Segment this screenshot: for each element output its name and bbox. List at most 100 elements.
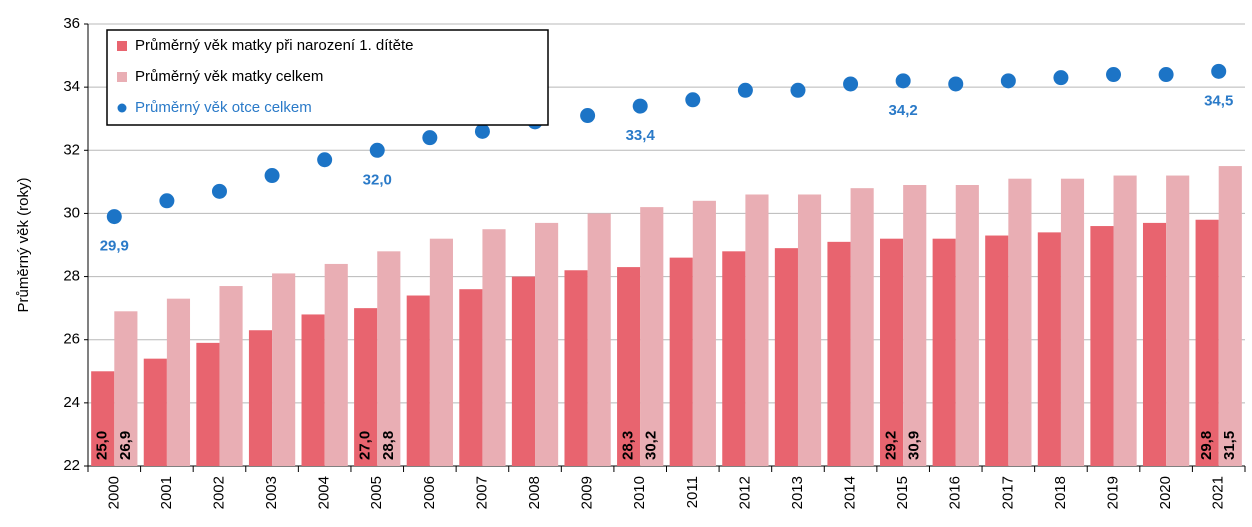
- point: [948, 76, 964, 92]
- bar: [429, 238, 453, 466]
- bar: [248, 330, 273, 466]
- point: [422, 130, 438, 146]
- bar: [143, 358, 167, 466]
- bar-value-label: 28,3: [620, 431, 637, 460]
- y-axis-label: Průměrný věk (roky): [15, 177, 32, 312]
- bar: [955, 185, 979, 466]
- bar: [166, 298, 191, 466]
- x-tick-label: 2008: [526, 476, 543, 509]
- bar: [1060, 178, 1085, 466]
- bar: [354, 308, 378, 466]
- bar: [272, 273, 296, 466]
- bar: [617, 267, 641, 466]
- bar: [722, 251, 746, 466]
- bar: [985, 235, 1009, 466]
- bar: [406, 295, 430, 466]
- bar: [1090, 226, 1114, 466]
- point-value-label: 32,0: [363, 171, 392, 188]
- bar: [745, 194, 769, 466]
- y-tick-label: 24: [63, 394, 80, 411]
- x-tick-label: 2007: [473, 476, 490, 509]
- bar-value-label: 26,9: [117, 431, 134, 460]
- bar: [587, 213, 611, 466]
- bar-value-label: 30,9: [906, 431, 923, 460]
- point: [685, 92, 701, 108]
- point: [1000, 73, 1016, 89]
- x-tick-label: 2016: [947, 476, 964, 509]
- x-tick-label: 2012: [736, 476, 753, 509]
- point: [843, 76, 859, 92]
- y-tick-label: 26: [63, 331, 80, 348]
- bar: [535, 222, 559, 466]
- point-value-label: 34,5: [1204, 92, 1233, 109]
- legend-label: Průměrný věk matky při narození 1. dítět…: [135, 37, 413, 54]
- x-tick-label: 2002: [210, 476, 227, 509]
- x-tick-label: 2017: [999, 476, 1016, 509]
- x-tick-label: 2001: [158, 476, 175, 509]
- point-value-label: 29,9: [100, 238, 129, 255]
- bar: [482, 229, 506, 466]
- bar: [669, 257, 693, 466]
- bar: [850, 188, 874, 466]
- bar: [1113, 175, 1137, 467]
- bar: [91, 371, 115, 466]
- x-tick-label: 2004: [316, 476, 333, 509]
- bar-value-label: 29,8: [1198, 431, 1215, 460]
- y-tick-label: 32: [63, 141, 80, 158]
- point: [317, 152, 333, 168]
- bar: [511, 276, 536, 466]
- bar: [324, 263, 348, 466]
- x-tick-label: 2015: [894, 476, 911, 509]
- point: [895, 73, 911, 89]
- bar: [827, 241, 851, 466]
- point: [1106, 67, 1122, 83]
- x-tick-label: 2019: [1104, 476, 1121, 509]
- bar-value-label: 25,0: [94, 431, 111, 460]
- bar: [219, 286, 243, 466]
- legend-label: Průměrný věk matky celkem: [135, 68, 323, 85]
- point: [106, 209, 122, 225]
- bar: [459, 289, 483, 466]
- point: [737, 82, 753, 98]
- bar: [880, 238, 904, 466]
- bar: [1142, 222, 1167, 466]
- point: [159, 193, 175, 209]
- bar: [377, 251, 401, 466]
- y-tick-label: 28: [63, 268, 80, 285]
- bar: [774, 248, 798, 466]
- y-tick-label: 36: [63, 15, 80, 32]
- x-tick-label: 2014: [842, 476, 859, 509]
- x-tick-label: 2005: [368, 476, 385, 509]
- bar: [1218, 166, 1242, 467]
- y-tick-label: 22: [63, 457, 80, 474]
- point: [632, 98, 648, 114]
- legend-swatch: [117, 41, 127, 51]
- bar: [797, 194, 822, 466]
- point: [211, 183, 227, 199]
- legend-swatch: [117, 103, 127, 113]
- bar: [1037, 232, 1061, 466]
- point: [264, 168, 280, 184]
- point-value-label: 34,2: [889, 102, 918, 119]
- bar: [1008, 178, 1032, 466]
- point: [1053, 70, 1069, 86]
- x-tick-label: 2006: [421, 476, 438, 509]
- bar-value-label: 30,2: [643, 431, 660, 460]
- legend-swatch: [117, 72, 127, 82]
- point: [1158, 67, 1174, 83]
- bar: [640, 207, 664, 466]
- bar: [114, 311, 138, 466]
- x-tick-label: 2021: [1210, 476, 1227, 509]
- y-tick-label: 30: [63, 204, 80, 221]
- x-tick-label: 2009: [579, 476, 596, 509]
- point: [580, 108, 596, 124]
- x-tick-label: 2018: [1052, 476, 1069, 509]
- bar-value-label: 27,0: [357, 431, 374, 460]
- bar-value-label: 31,5: [1221, 431, 1238, 460]
- point: [474, 123, 490, 139]
- x-tick-label: 2011: [684, 476, 701, 508]
- x-tick-label: 2000: [105, 476, 122, 509]
- legend-box: [106, 29, 549, 126]
- bar: [196, 342, 220, 466]
